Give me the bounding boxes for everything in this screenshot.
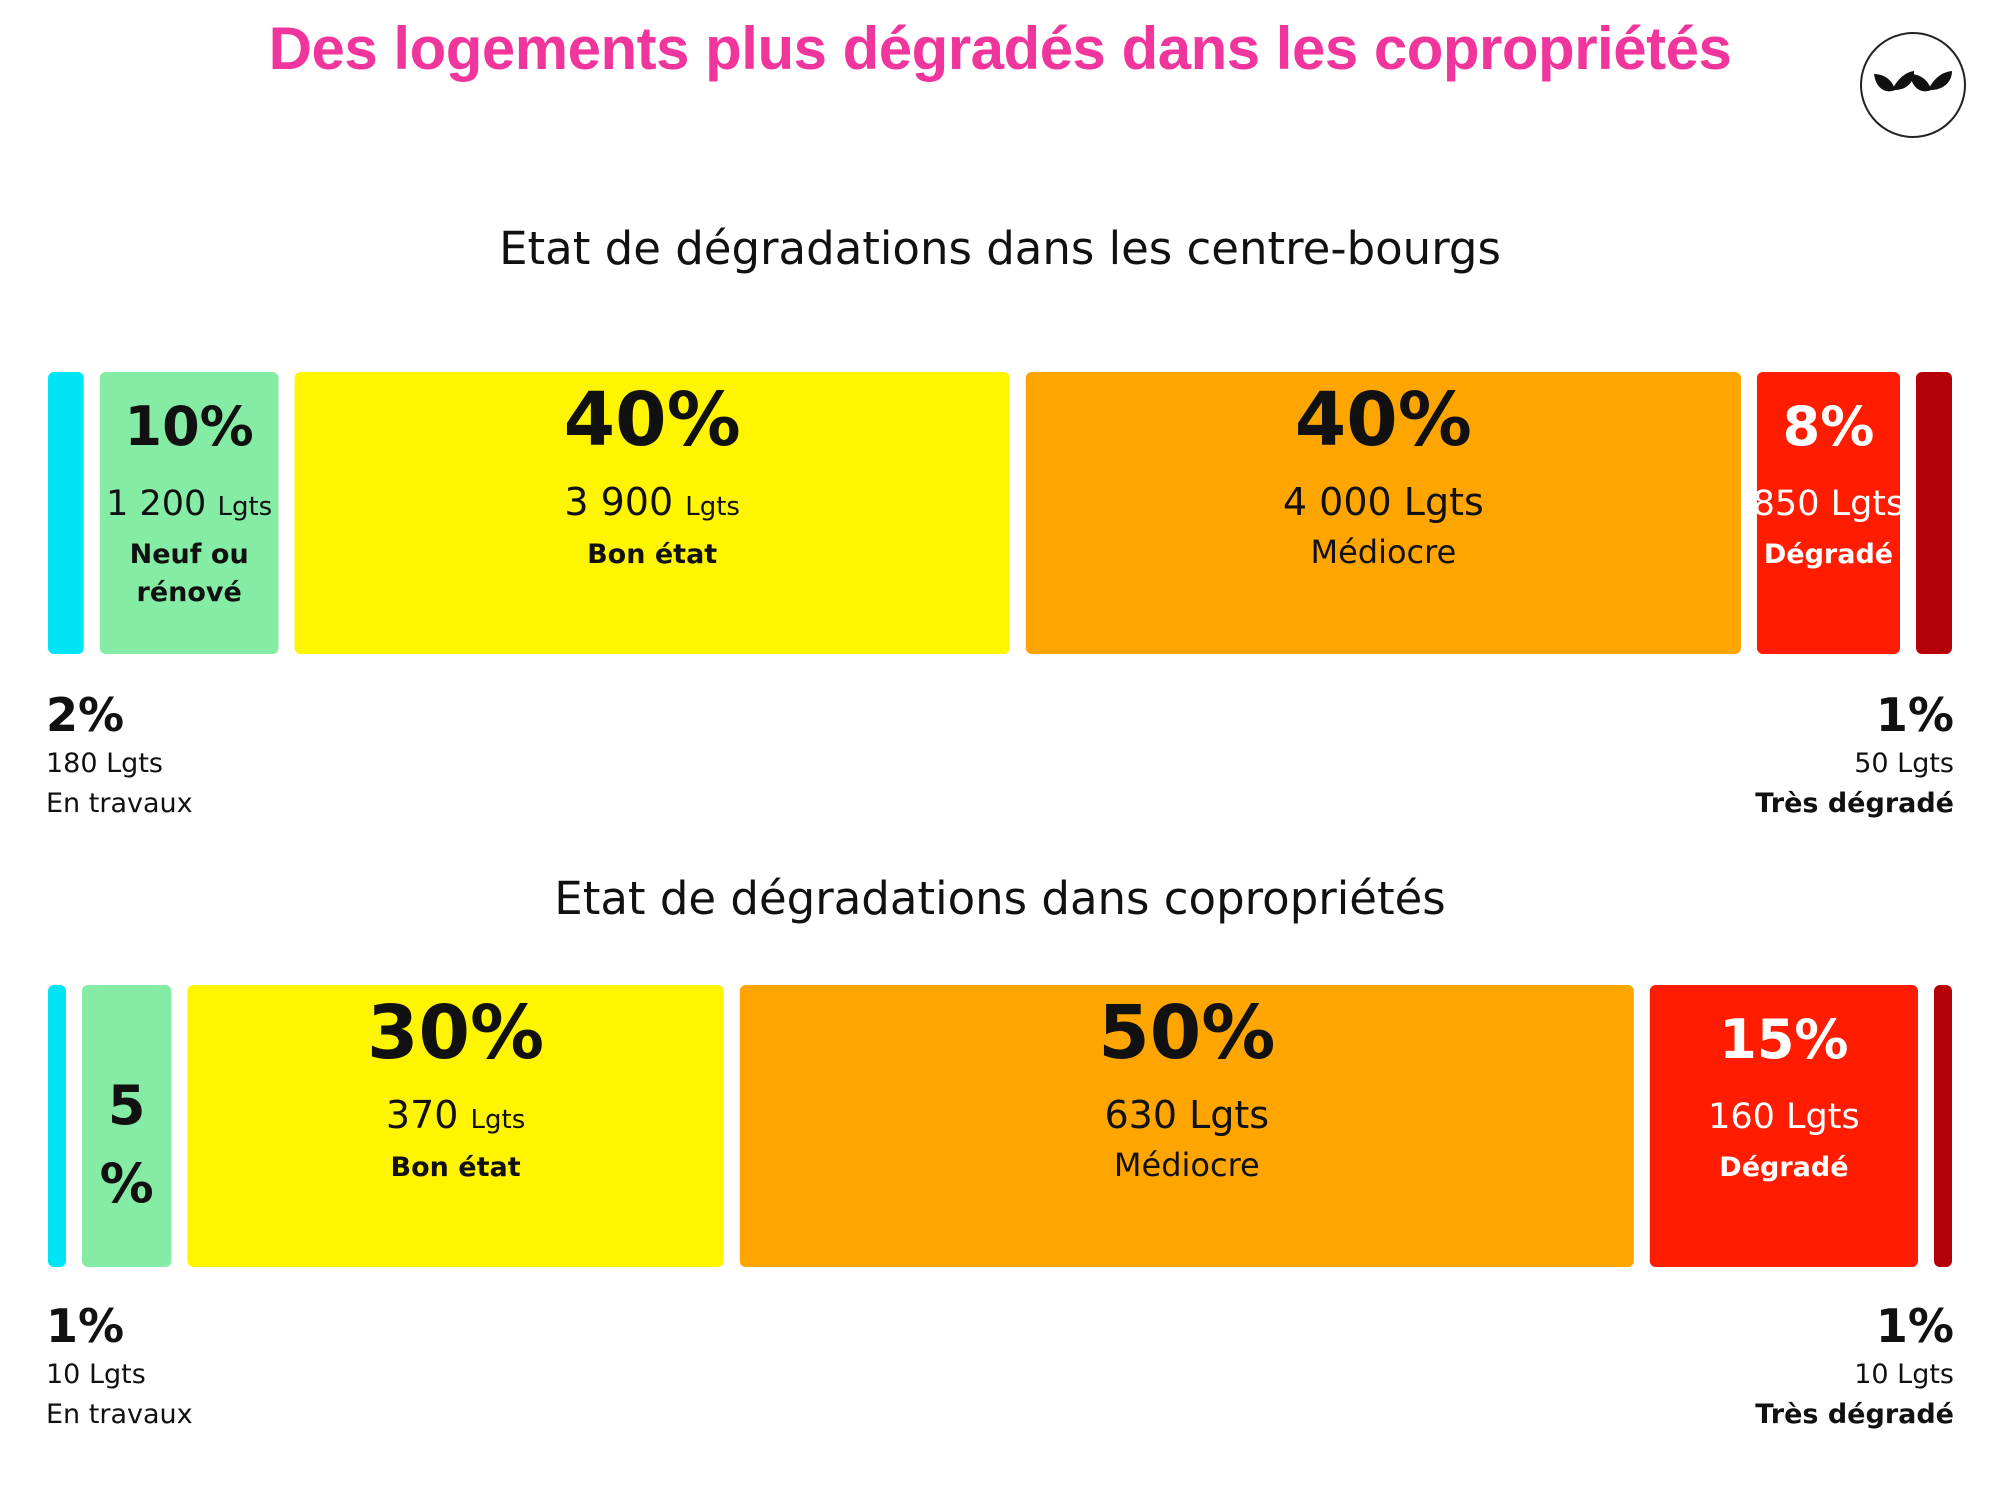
bar-segment-mediocre: 50% 630 Lgts Médiocre xyxy=(739,985,1634,1267)
bar-segment-degrade: 15% 160 Lgts Dégradé xyxy=(1649,985,1918,1267)
segment-status-label: Bon état xyxy=(587,539,717,570)
side-status: En travaux xyxy=(46,1399,193,1430)
bar-segment-neuf-ou-renove: 5% xyxy=(82,985,172,1267)
bar-segment-tres-degrade xyxy=(1916,372,1952,654)
segment-pct-label: 10% xyxy=(125,395,254,458)
chart-title-coproprietes: Etat de dégradations dans copropriétés xyxy=(554,872,1446,925)
bar-rect-neuf-ou-renove xyxy=(82,985,172,1267)
bar-segment-bon-etat: 40% 3 900 Lgts Bon état xyxy=(294,372,1010,654)
side-label-en-travaux-centre-bourgs: 2% 180 Lgts En travaux xyxy=(46,687,346,823)
segment-status-label: Médiocre xyxy=(1114,1146,1260,1184)
bar-segment-degrade: 8% 850 Lgts Dégradé xyxy=(1753,372,1905,654)
side-status: En travaux xyxy=(46,788,193,819)
segment-pct-label: 15% xyxy=(1719,1008,1848,1071)
side-label-tres-degrade-centre-bourgs: 1% 50 Lgts Très dégradé xyxy=(1654,687,1954,823)
segment-pct-label: 40% xyxy=(564,377,741,463)
segment-status-label: Bon état xyxy=(391,1152,521,1183)
side-pct: 1% xyxy=(1875,1299,1954,1353)
stacked-bar-chart-coproprietes: 5 % 30% 370 Lgts Bon état 50% 630 Lgts Médiocre… xyxy=(48,985,1952,1267)
bar-segment-neuf-ou-renove: 10% 1 200 Lgts Neuf ou rénové xyxy=(99,372,279,654)
bar-rect-bon-etat xyxy=(294,372,1010,654)
chart-title-centre-bourgs: Etat de dégradations dans les centre-bou… xyxy=(499,222,1501,275)
bar-rect-mediocre xyxy=(1025,372,1741,654)
bar-rect-mediocre xyxy=(739,985,1634,1267)
segment-pct-label: 5% xyxy=(100,1074,154,1215)
leaf-logo-icon xyxy=(1874,71,1952,92)
side-count: 180 Lgts xyxy=(46,748,163,779)
segment-pct-label: 50% xyxy=(1098,990,1275,1076)
stacked-bar-chart-centre-bourgs: 10% 1 200 Lgts Neuf ou rénové 40% 3 900 Lgts B… xyxy=(48,372,1952,654)
segment-count-label: 370 Lgts xyxy=(386,1093,525,1137)
side-pct: 2% xyxy=(46,688,125,742)
segment-status-label: Médiocre xyxy=(1310,533,1456,571)
segment-status-label: Dégradé xyxy=(1764,539,1893,570)
bar-rect-neuf-ou-renove xyxy=(99,372,279,654)
segment-count-label: 1 200 Lgts xyxy=(106,484,272,524)
segment-pct-label: 40% xyxy=(1295,377,1472,463)
side-count: 10 Lgts xyxy=(1854,1359,1954,1390)
page-title: Des logements plus dégradés dans les cop… xyxy=(268,15,1732,82)
side-status: Très dégradé xyxy=(1755,788,1954,819)
bar-rect-tres-degrade xyxy=(1916,372,1952,654)
bar-segment-tres-degrade xyxy=(1934,985,1952,1267)
bar-rect-tres-degrade xyxy=(1934,985,1952,1267)
segment-status-label: Dégradé xyxy=(1719,1152,1848,1183)
bar-rect-en-travaux xyxy=(48,372,84,654)
bar-segment-en-travaux xyxy=(48,372,84,654)
bar-segment-en-travaux xyxy=(48,985,66,1267)
bar-segment-bon-etat: 30% 370 Lgts Bon état xyxy=(187,985,724,1267)
side-pct: 1% xyxy=(46,1299,125,1353)
segment-count-label: 630 Lgts xyxy=(1104,1093,1269,1137)
segment-pct-label: 30% xyxy=(367,990,544,1076)
segment-count-label: 4 000 Lgts xyxy=(1283,480,1484,524)
bar-rect-degrade xyxy=(1649,985,1918,1267)
segment-count-label: 3 900 Lgts xyxy=(564,480,740,524)
bar-rect-degrade xyxy=(1756,372,1900,654)
bar-segment-mediocre: 40% 4 000 Lgts Médiocre xyxy=(1025,372,1741,654)
logo xyxy=(1860,32,1966,138)
segment-status-label: Neuf ou rénové xyxy=(130,539,249,608)
segment-count-label: 160 Lgts xyxy=(1708,1097,1860,1137)
bar-rect-bon-etat xyxy=(187,985,724,1267)
side-status: Très dégradé xyxy=(1755,1399,1954,1430)
side-label-tres-degrade-coproprietes: 1% 10 Lgts Très dégradé xyxy=(1654,1298,1954,1434)
side-count: 50 Lgts xyxy=(1854,748,1954,779)
bar-rect-en-travaux xyxy=(48,985,66,1267)
side-label-en-travaux-coproprietes: 1% 10 Lgts En travaux xyxy=(46,1298,346,1434)
segment-pct-label: 8% xyxy=(1783,395,1875,458)
segment-count-label: 850 Lgts xyxy=(1753,484,1905,524)
side-count: 10 Lgts xyxy=(46,1359,146,1390)
side-pct: 1% xyxy=(1875,688,1954,742)
